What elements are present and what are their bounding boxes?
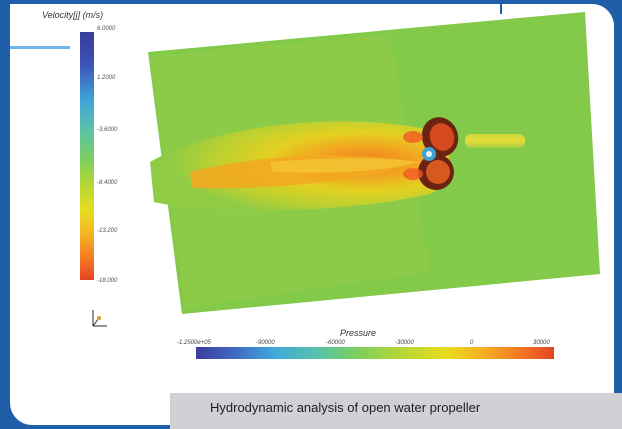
accent-line (10, 46, 70, 49)
velocity-tick-3: -8.4000 (97, 180, 118, 186)
velocity-tick-1: 1.2000 (97, 75, 116, 81)
pressure-tick-2: -60000 (326, 340, 345, 346)
axes-triad-icon (92, 310, 107, 327)
velocity-legend-title: Velocity[j] (m/s) (42, 10, 104, 20)
notch (500, 4, 502, 14)
velocity-color-bar (80, 32, 94, 280)
velocity-tick-5: -18.000 (97, 278, 118, 284)
cfd-simulation-image (148, 12, 600, 314)
caption-box (170, 393, 622, 429)
pressure-color-bar (196, 347, 554, 359)
pressure-tick-3: -30000 (395, 340, 414, 346)
pressure-tick-0: -1.2500e+05 (177, 340, 211, 346)
figure-caption: Hydrodynamic analysis of open water prop… (210, 400, 481, 415)
velocity-tick-0: 6.0000 (97, 26, 116, 32)
pressure-tick-4: 0 (470, 340, 474, 346)
pressure-tick-5: 30000 (533, 340, 550, 346)
figure-panel: Velocity[j] (m/s) 6.0000 1.2000 -3.6000 … (10, 4, 614, 425)
propeller-shaft (465, 134, 525, 148)
pressure-tick-1: -90000 (256, 340, 275, 346)
velocity-tick-2: -3.6000 (97, 127, 118, 133)
pressure-legend-title: Pressure (340, 328, 377, 338)
velocity-tick-4: -13.200 (97, 228, 118, 234)
